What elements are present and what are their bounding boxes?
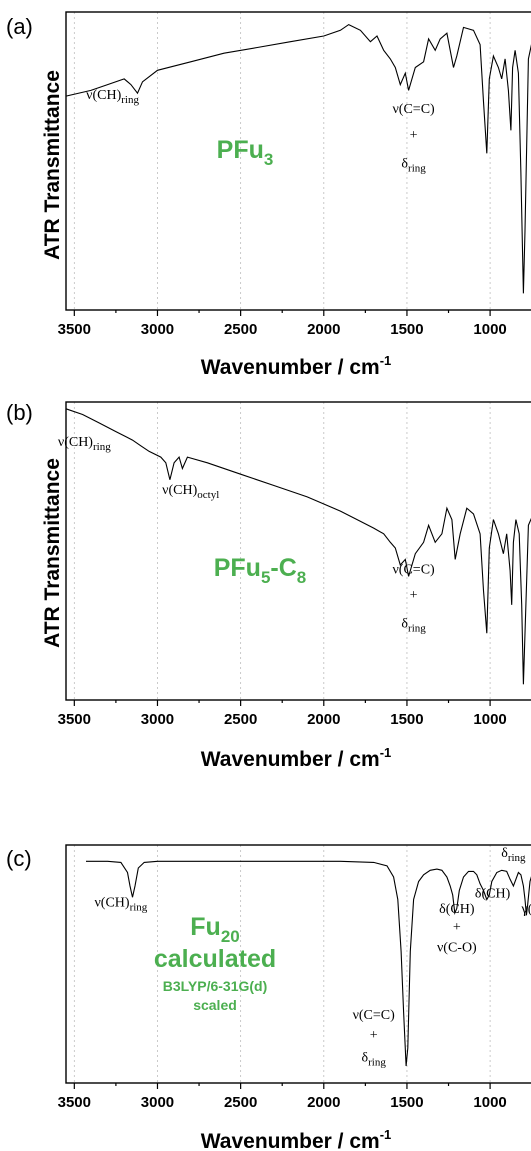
x-tick-label: 2000 (307, 321, 340, 338)
method-label: B3LYP/6-31G(d) (163, 978, 268, 994)
x-tick-label: 3000 (141, 711, 174, 728)
band-annotation: + (370, 1028, 378, 1043)
x-tick-label: 2000 (307, 1094, 340, 1111)
band-annotation: ν(CH)octyl (162, 483, 219, 501)
x-axis-label: Wavenumber / cm-1 (201, 745, 392, 771)
x-tick-label: 2500 (224, 321, 257, 338)
x-tick-label: 1000 (473, 321, 506, 338)
panel-label: (c) (6, 846, 32, 871)
band-annotation: ν(C=C) (392, 563, 435, 578)
spectrum-panel-3: 3500 3000 2500 2000 1500 1000 (c) Wavenumber / … (6, 844, 531, 1151)
spectrum-line (86, 860, 531, 1067)
band-annotation: + (453, 920, 461, 935)
method-label: scaled (193, 997, 237, 1013)
x-tick-label: 3000 (141, 1094, 174, 1111)
x-tick-label: 1500 (390, 321, 423, 338)
spectrum-panel-1: 3500 3000 2500 2000 1500 1000 (a) ATR Transmitt… (6, 11, 531, 379)
spectrum-line (65, 408, 531, 685)
band-annotation: δ(CH) (475, 886, 511, 901)
panel-label: (a) (6, 14, 33, 39)
sample-label: PFu5-C8 (214, 554, 307, 587)
x-tick-label: 2000 (307, 711, 340, 728)
sample-label: PFu3 (217, 136, 274, 169)
x-tick-label: 2500 (224, 711, 257, 728)
band-annotation: δring (401, 617, 426, 635)
x-tick-label: 3500 (58, 711, 91, 728)
x-axis-label: Wavenumber / cm-1 (201, 353, 392, 379)
spectrum-panel-2: 3500 3000 2500 2000 1500 1000 (b) ATR Transmitt… (6, 400, 531, 771)
x-tick-label: 1000 (473, 711, 506, 728)
band-annotation: δring (401, 157, 426, 175)
x-axis-label: Wavenumber / cm-1 (201, 1127, 392, 1151)
band-annotation: ν(CH)ring (86, 88, 139, 106)
plot-frame (65, 11, 531, 311)
spectrum-line (65, 23, 531, 294)
band-annotation: γ(CH (521, 902, 531, 917)
band-annotation: ν(C=C) (392, 102, 435, 117)
band-annotation: ν(CH)ring (94, 895, 147, 913)
plot-frame (65, 401, 531, 701)
band-annotation: δring (501, 846, 526, 864)
sample-label-line: calculated (154, 945, 276, 973)
band-annotation: + (410, 128, 418, 143)
y-axis-label: ATR Transmittance (41, 70, 64, 260)
band-annotation: δ(CH) (439, 902, 475, 917)
y-axis-label: ATR Transmittance (41, 458, 64, 648)
x-tick-label: 1500 (390, 1094, 423, 1111)
x-tick-label: 2500 (224, 1094, 257, 1111)
x-tick-label: 1500 (390, 711, 423, 728)
band-annotation: + (410, 588, 418, 603)
x-tick-label: 3500 (58, 1094, 91, 1111)
sample-label: Fu20 (190, 913, 239, 946)
x-tick-label: 1000 (473, 1094, 506, 1111)
band-annotation: δring (362, 1051, 387, 1069)
band-annotation: ν(C-O) (437, 940, 477, 955)
panel-label: (b) (6, 400, 33, 425)
band-annotation: ν(C=C) (353, 1008, 396, 1023)
x-tick-label: 3000 (141, 321, 174, 338)
x-tick-label: 3500 (58, 321, 91, 338)
band-annotation: ν(CH)ring (58, 435, 111, 453)
plot-frame (65, 844, 531, 1084)
